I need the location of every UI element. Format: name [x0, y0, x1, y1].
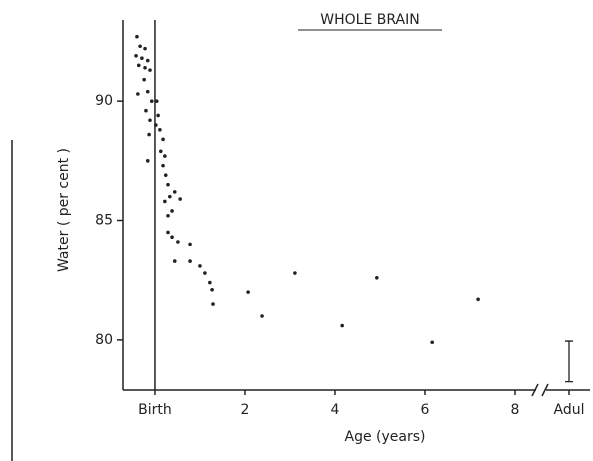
x-tick-label: 4	[331, 402, 340, 418]
data-point	[176, 240, 180, 244]
data-point	[203, 271, 207, 275]
data-point	[136, 63, 141, 68]
data-point	[208, 280, 212, 285]
data-point	[150, 99, 154, 103]
data-point	[170, 235, 174, 240]
data-point	[159, 149, 163, 154]
data-point	[154, 99, 159, 103]
data-point	[145, 159, 150, 163]
data-point	[142, 77, 146, 82]
data-point	[166, 230, 170, 235]
data-point	[246, 290, 250, 294]
data-point	[138, 44, 142, 49]
data-point	[143, 46, 147, 51]
data-point	[148, 118, 152, 123]
x-tick-label: 6	[421, 402, 430, 418]
data-point	[135, 34, 139, 39]
data-point	[148, 68, 152, 72]
data-point	[188, 242, 192, 247]
data-point	[161, 163, 165, 168]
data-point	[145, 58, 150, 63]
data-point	[211, 302, 215, 306]
data-point	[375, 276, 379, 280]
data-point	[136, 92, 140, 96]
adult-error-bar	[564, 340, 573, 383]
data-point	[340, 323, 344, 328]
x-tick-label: 8	[511, 402, 520, 418]
data-point	[145, 89, 150, 94]
data-point	[170, 209, 174, 213]
data-point	[154, 123, 158, 127]
data-point	[166, 182, 170, 187]
data-point	[166, 213, 170, 218]
data-point	[156, 113, 160, 118]
data-point	[140, 56, 144, 60]
data-point	[158, 128, 162, 132]
y-tick-label: 90	[95, 93, 113, 109]
data-point	[147, 132, 151, 137]
y-tick-label: 85	[95, 213, 113, 229]
data-point	[260, 314, 264, 318]
data-point	[430, 340, 434, 345]
x-tick-label: Adul	[554, 402, 585, 418]
data-point	[210, 287, 214, 292]
data-point	[134, 54, 138, 58]
x-axis-label: Age (years)	[345, 429, 426, 445]
data-point	[144, 108, 148, 113]
data-point	[163, 199, 167, 204]
data-point	[163, 154, 167, 158]
y-tick-label: 80	[95, 332, 113, 348]
x-tick-label: 2	[241, 402, 250, 418]
y-axis-label: Water ( per cent )	[56, 148, 72, 272]
data-point	[178, 197, 182, 201]
data-point	[172, 190, 177, 194]
data-point	[161, 137, 165, 142]
chart-title: WHOLE BRAIN	[320, 12, 419, 28]
data-point	[293, 271, 297, 275]
axis-break	[531, 383, 549, 397]
data-point	[188, 259, 192, 263]
data-point	[198, 264, 202, 268]
data-point	[476, 297, 480, 302]
data-point	[172, 259, 177, 263]
data-point	[168, 194, 172, 199]
data-point	[163, 173, 168, 177]
x-tick-label: Birth	[138, 402, 172, 418]
data-point	[143, 65, 147, 70]
